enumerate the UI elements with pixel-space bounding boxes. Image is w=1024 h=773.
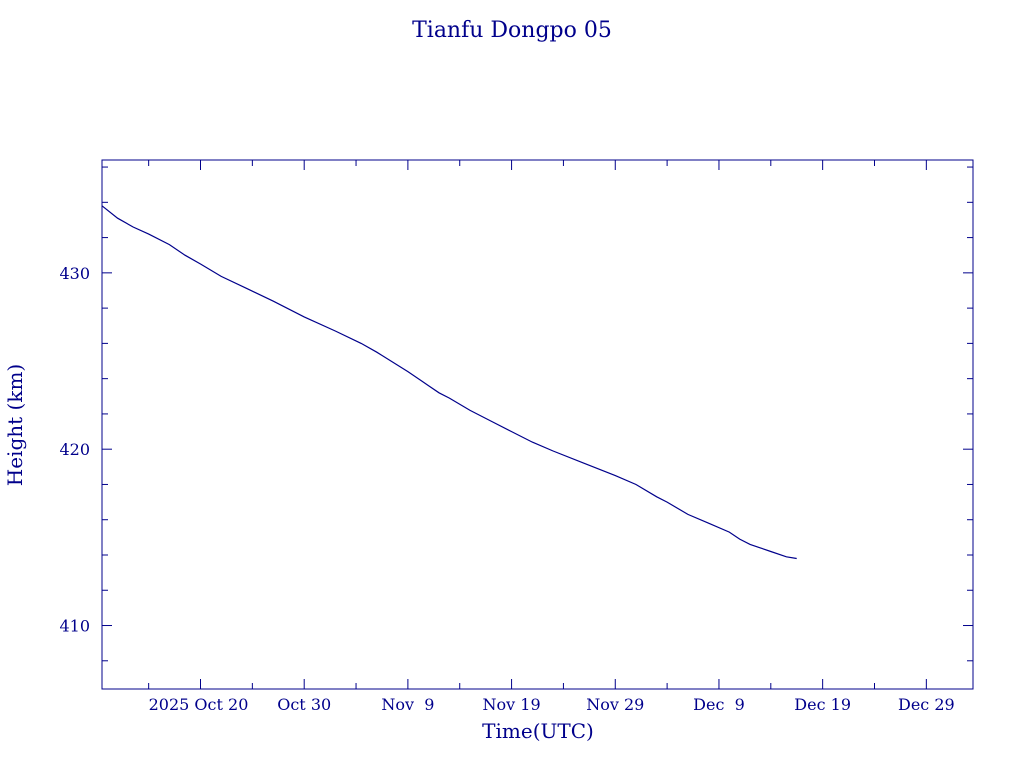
y-axis-label: Height (km) xyxy=(3,364,27,486)
x-tick-label: Nov 9 xyxy=(381,695,434,714)
x-axis-ticks: 2025 Oct 20 Oct 30 Nov 9 Nov 19 Nov 29 Dec 9 D… xyxy=(148,160,955,714)
x-tick-label: 2025 Oct 20 xyxy=(149,695,249,714)
height-series-line xyxy=(101,205,797,560)
x-tick-label: Oct 30 xyxy=(277,695,331,714)
plot-frame xyxy=(101,159,974,690)
y-tick-label: 420 xyxy=(59,440,90,459)
series-layer xyxy=(101,205,797,560)
chart-title: Tianfu Dongpo 05 xyxy=(412,18,612,43)
x-axis-label: Time(UTC) xyxy=(482,719,594,743)
x-tick-label: Dec 19 xyxy=(794,695,851,714)
y-tick-label: 410 xyxy=(59,617,90,636)
x-tick-label: Dec 9 xyxy=(693,695,745,714)
y-tick-label: 430 xyxy=(59,264,90,283)
x-tick-label: Nov 29 xyxy=(586,695,644,714)
x-tick-label: Dec 29 xyxy=(898,695,955,714)
x-tick-label: Nov 19 xyxy=(483,695,541,714)
y-axis-ticks: 410 420 430 xyxy=(59,166,973,662)
